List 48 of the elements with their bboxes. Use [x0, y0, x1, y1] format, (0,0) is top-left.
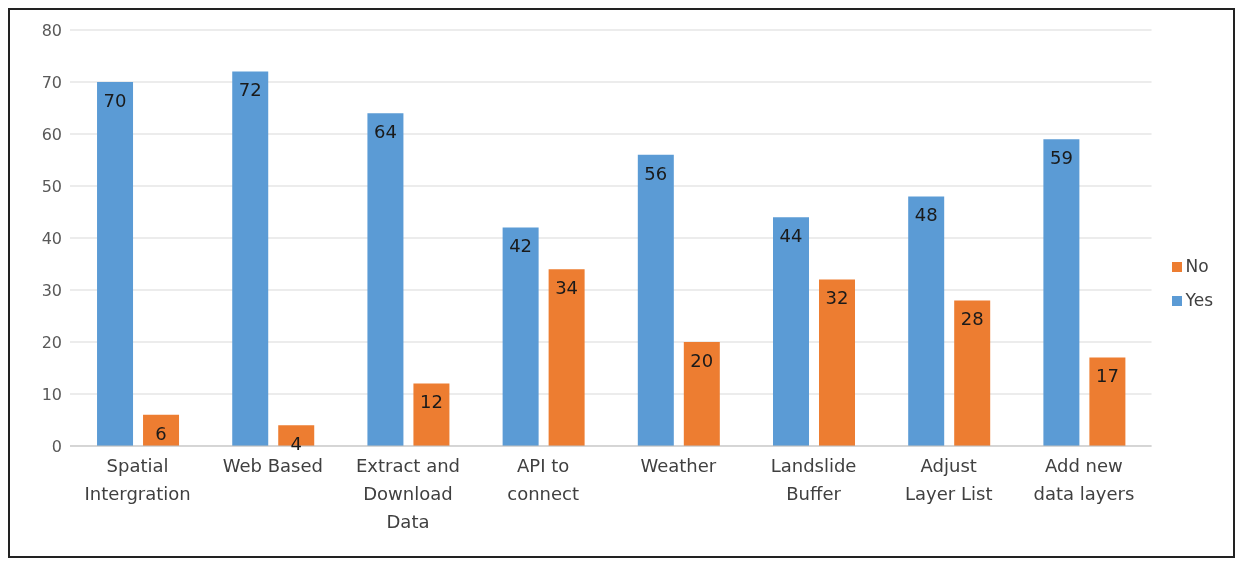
- bar: [548, 269, 585, 446]
- data-label: 44: [779, 224, 803, 246]
- legend-label: No: [1185, 256, 1209, 276]
- x-tick-label: Landslide Buffer: [770, 455, 857, 504]
- y-tick-label: 60: [41, 124, 62, 144]
- y-tick-label: 30: [41, 280, 62, 300]
- y-tick-label: 20: [41, 332, 62, 352]
- x-tick-label: Weather: [640, 455, 717, 476]
- data-label: 59: [1049, 146, 1073, 168]
- data-label: 17: [1095, 365, 1119, 387]
- bar: [819, 279, 856, 446]
- x-tick-label: Spatial Intergration: [84, 455, 191, 504]
- y-tick-label: 80: [41, 20, 62, 40]
- bar: [683, 342, 720, 446]
- bar: [367, 113, 404, 446]
- bar: [1043, 139, 1080, 446]
- data-label: 48: [914, 204, 938, 226]
- data-label: 32: [825, 287, 849, 309]
- data-label: 72: [238, 79, 262, 101]
- data-label: 34: [555, 276, 579, 298]
- y-tick-label: 50: [41, 176, 62, 196]
- y-tick-label: 0: [51, 436, 62, 456]
- data-label: 70: [103, 89, 127, 111]
- x-tick-label: Extract and Download Data: [355, 455, 461, 532]
- data-label: 28: [960, 308, 984, 330]
- x-tick-label: API to connect: [507, 455, 580, 504]
- data-label: 6: [155, 422, 167, 444]
- x-tick-label: Add new data layers: [1033, 455, 1135, 504]
- bar: [637, 154, 674, 446]
- x-tick-label: Web Based: [222, 455, 323, 476]
- x-tick-label: Adjust Layer List: [905, 455, 993, 504]
- bar: [773, 217, 810, 446]
- bar: [954, 300, 991, 446]
- legend-label: Yes: [1185, 290, 1213, 310]
- y-tick-label: 70: [41, 72, 62, 92]
- bar: [97, 82, 134, 446]
- y-tick-label: 10: [41, 384, 62, 404]
- bar: [1089, 357, 1126, 446]
- bar: [908, 196, 945, 446]
- data-label: 42: [509, 235, 533, 257]
- data-label: 20: [690, 349, 714, 371]
- data-label: 56: [644, 162, 668, 184]
- bar: [413, 383, 450, 446]
- data-label: 64: [373, 120, 397, 142]
- y-tick-label: 40: [41, 228, 62, 248]
- bar: [502, 227, 539, 446]
- bar: [232, 71, 269, 446]
- data-label: 12: [419, 391, 443, 413]
